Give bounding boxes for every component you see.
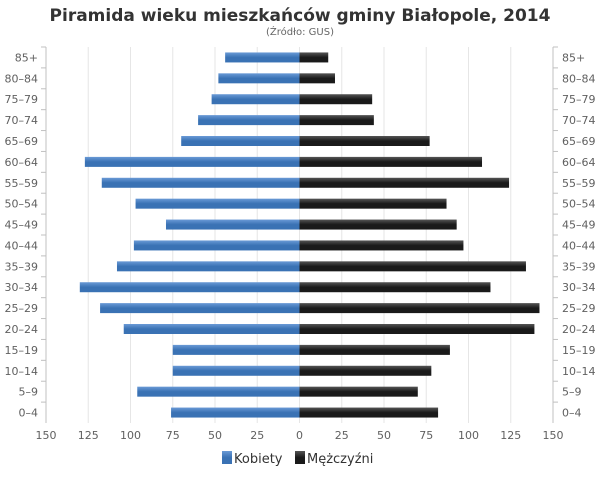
bar-mezczyzni[interactable] [299,282,491,293]
chart-subtitle: (Źródło: GUS) [266,27,334,38]
bar-mezczyzni[interactable] [299,240,464,251]
bar-kobiety[interactable] [79,282,300,293]
y-tick-label-right: 55–59 [562,177,596,190]
bar-mezczyzni[interactable] [299,52,329,63]
x-tick-label: 100 [120,429,141,442]
bar-mezczyzni[interactable] [299,198,447,209]
y-tick-label-right: 80–84 [562,72,596,85]
bar-kobiety[interactable] [218,73,300,84]
bar-kobiety[interactable] [123,324,300,334]
y-tick-label-left: 10–14 [5,365,39,378]
bar-kobiety[interactable] [211,94,300,105]
y-tick-label-right: 75–79 [562,93,596,106]
y-tick-label-left: 30–34 [5,281,39,294]
y-tick-label-right: 20–24 [562,323,596,336]
bar-kobiety[interactable] [181,136,300,146]
y-tick-label-left: 15–19 [5,344,39,357]
y-tick-label-right: 85+ [562,51,585,64]
y-axis-left-labels: 85+ 80–84 75–79 70–74 65–69 60–64 55–59 50–54 45… [5,46,46,420]
bar-kobiety[interactable] [116,261,300,272]
bar-mezczyzni[interactable] [299,261,526,272]
bar-kobiety[interactable] [172,344,300,355]
x-tick-label: 75 [166,429,180,442]
y-tick-label-left: 5–9 [19,386,39,399]
y-tick-label-left: 65–69 [5,135,39,148]
bar-mezczyzni[interactable] [299,344,450,355]
y-tick-label-right: 10–14 [562,365,596,378]
bar-kobiety[interactable] [133,240,300,251]
x-tick-label: 125 [500,429,521,442]
y-tick-label-right: 15–19 [562,344,596,357]
y-tick-label-left: 45–49 [5,219,39,232]
x-tick-label: 100 [458,429,479,442]
y-tick-label-right: 30–34 [562,281,596,294]
bar-kobiety[interactable] [171,407,300,418]
bar-mezczyzni[interactable] [299,303,540,314]
legend-swatch-mezczyzni[interactable] [295,451,305,464]
bar-mezczyzni[interactable] [299,407,439,418]
bar-kobiety[interactable] [84,156,300,167]
y-tick-label-left: 35–39 [5,260,39,273]
x-tick-label: 150 [543,429,564,442]
bar-mezczyzni[interactable] [299,177,510,188]
legend-swatch-kobiety[interactable] [222,451,232,464]
bar-kobiety[interactable] [137,386,300,397]
bar-kobiety[interactable] [172,365,300,376]
bar-kobiety[interactable] [198,115,300,126]
y-tick-label-right: 25–29 [562,302,596,315]
bar-kobiety[interactable] [225,52,300,63]
bar-kobiety[interactable] [101,177,300,188]
y-tick-label-left: 40–44 [5,239,39,252]
bar-kobiety[interactable] [100,303,300,314]
bar-mezczyzni[interactable] [299,219,457,230]
y-tick-label-right: 5–9 [562,386,582,399]
x-tick-label: 25 [335,429,349,442]
y-tick-label-left: 20–24 [5,323,39,336]
y-tick-label-left: 60–64 [5,156,39,169]
y-tick-label-right: 50–54 [562,198,596,211]
bar-mezczyzni[interactable] [299,365,432,376]
y-tick-label-right: 70–74 [562,114,596,127]
bar-mezczyzni[interactable] [299,156,483,167]
bar-mezczyzni[interactable] [299,386,418,397]
y-tick-label-left: 50–54 [5,198,39,211]
x-tick-label: 50 [208,429,222,442]
y-tick-label-right: 65–69 [562,135,596,148]
y-tick-label-right: 60–64 [562,156,596,169]
bar-mezczyzni[interactable] [299,94,373,105]
x-tick-label: 150 [36,429,57,442]
y-tick-label-left: 80–84 [5,72,39,85]
x-tick-label: 50 [377,429,391,442]
bar-mezczyzni[interactable] [299,115,374,126]
legend-label-mezczyzni[interactable]: Mężczyźni [307,452,373,467]
y-tick-label-left: 75–79 [5,93,39,106]
bars-layer [79,52,540,418]
x-tick-label: 125 [78,429,99,442]
legend-label-kobiety[interactable]: Kobiety [234,452,283,467]
x-axis-labels: 150 125 100 75 50 25 0 25 50 75 100 125 150 [36,429,564,442]
y-tick-label-right: 0–4 [562,407,582,420]
bar-kobiety[interactable] [165,219,300,230]
x-tick-label: 25 [250,429,264,442]
bar-mezczyzni[interactable] [299,136,430,146]
y-tick-label-right: 35–39 [562,260,596,273]
y-tick-label-left: 70–74 [5,114,39,127]
chart-title: Piramida wieku mieszkańców gminy Białopo… [49,6,551,26]
x-tick-label: 75 [419,429,433,442]
y-tick-label-left: 0–4 [19,407,39,420]
bar-kobiety[interactable] [135,198,300,209]
y-tick-label-left: 55–59 [5,177,39,190]
x-tick-label: 0 [296,429,303,442]
y-tick-label-left: 85+ [15,51,38,64]
y-tick-label-right: 45–49 [562,219,596,232]
legend: Kobiety Mężczyźni [222,451,373,467]
bar-mezczyzni[interactable] [299,324,535,334]
y-tick-label-right: 40–44 [562,239,596,252]
bar-mezczyzni[interactable] [299,73,335,84]
y-axis-right-labels: 85+ 80–84 75–79 70–74 65–69 60–64 55–59 50–54 45… [553,46,596,420]
y-tick-label-left: 25–29 [5,302,39,315]
